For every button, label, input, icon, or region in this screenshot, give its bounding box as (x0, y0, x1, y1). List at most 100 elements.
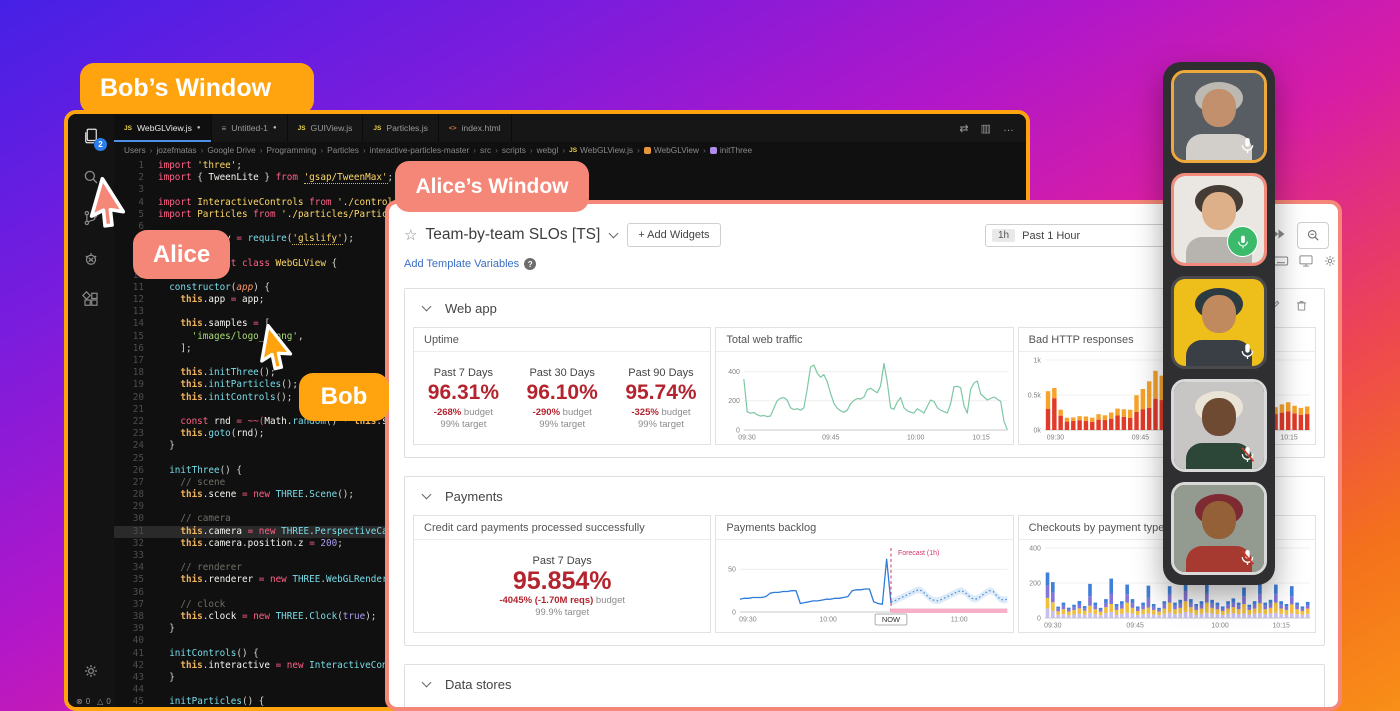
line-content (144, 635, 158, 647)
editor-tab-GUIView.js[interactable]: JS GUIView.js (287, 114, 364, 142)
extensions-icon[interactable] (81, 290, 101, 310)
tab-label: WebGLView.js (136, 123, 192, 133)
widget-total-web-traffic[interactable]: Total web traffic 0 200 400 09:30 09:45 10:00… (715, 327, 1014, 445)
breadcrumb-item[interactable]: jozefmatas (156, 145, 197, 155)
line-content (144, 587, 158, 599)
line-content (144, 184, 158, 196)
avatar-shoulders (1186, 546, 1252, 572)
explorer-icon[interactable]: 2 (81, 126, 107, 151)
breadcrumb-item[interactable]: Particles (327, 145, 359, 155)
widget-title: Total web traffic (716, 328, 1013, 352)
code-line-41: 41 initControls() { (114, 648, 1026, 660)
line-content: initThree() { (169, 464, 242, 476)
bob-name-tag: Bob (299, 373, 389, 421)
window-edge-notch (389, 655, 394, 683)
line-number: 40 (132, 635, 144, 647)
section-data-stores: Data stores (404, 664, 1325, 707)
keyboard-shortcuts-icon[interactable] (1273, 254, 1289, 273)
code-line-18: 18 this.initThree(); (114, 367, 1026, 379)
slo-column: Past 30 Days 96.10% -290% budget 99% target (526, 366, 598, 430)
breadcrumb-item[interactable]: Programming (266, 145, 317, 155)
mic-icon[interactable] (1238, 342, 1257, 361)
widget-payments-backlog[interactable]: Payments backlog 0 50 09:30 10:00 11:00 Forec… (715, 515, 1014, 633)
line-content (144, 306, 158, 318)
breadcrumb[interactable]: Users › jozefmatas › Google Drive › Programmin… (114, 142, 1026, 158)
zoom-out-button[interactable] (1297, 222, 1329, 249)
line-content: import { TweenLite } from 'gsap/TweenMax… (158, 172, 394, 185)
breadcrumb-item[interactable]: WebGLView.js (580, 145, 634, 155)
delete-trash-icon[interactable] (1295, 299, 1308, 317)
search-icon[interactable] (81, 167, 101, 187)
section-collapse-icon[interactable] (421, 489, 432, 499)
line-number: 23 (132, 428, 144, 440)
breadcrumb-item[interactable]: interactive-particles-master (369, 145, 470, 155)
avatar-shoulders (1186, 443, 1252, 469)
video-tile-bob[interactable] (1171, 70, 1267, 163)
line-content (144, 684, 158, 696)
line-number: 19 (132, 379, 144, 391)
line-content: this.camera = new THREE.PerspectiveCamer… (180, 525, 415, 537)
video-call-strip (1163, 62, 1275, 585)
line-number: 26 (132, 464, 144, 476)
code-line-25: 25 (114, 453, 1026, 465)
video-tile-alice[interactable] (1171, 173, 1267, 266)
more-actions-icon[interactable]: … (1003, 122, 1014, 134)
section-collapse-icon[interactable] (421, 301, 432, 311)
line-number: 6 (138, 220, 144, 232)
code-line-39: 39 } (114, 623, 1026, 635)
line-content: this.initControls(); (180, 391, 293, 403)
title-chevron-down-icon[interactable] (608, 228, 619, 238)
breadcrumb-item[interactable]: Google Drive (207, 145, 256, 155)
slo-column: Past 7 Days 96.31% -268% budget 99% target (427, 366, 499, 430)
tv-mode-icon[interactable] (1298, 254, 1314, 273)
add-template-variables-link[interactable]: Add Template Variables (404, 258, 520, 270)
toggle-changes-icon[interactable]: ⇄ (959, 122, 969, 135)
avatar-face (1202, 89, 1236, 127)
line-content: this.samples = [ (180, 318, 270, 330)
video-tile-guest-3[interactable] (1171, 482, 1267, 575)
line-number: 43 (132, 671, 144, 683)
breadcrumb-item[interactable]: Users (124, 145, 146, 155)
editor-tab-Untitled-1[interactable]: ≡ Untitled-1 ● (211, 114, 288, 142)
editor-tab-index.html[interactable]: <> index.html (438, 114, 512, 142)
line-content (144, 501, 158, 513)
widget-uptime[interactable]: Uptime Past 7 Days 96.31% -268% budget 99% … (413, 327, 712, 445)
widget-credit-card-slo[interactable]: Credit card payments processed successfu… (413, 515, 712, 633)
breadcrumb-item[interactable]: WebGLView (653, 145, 700, 155)
manage-gear-icon[interactable] (81, 661, 101, 681)
breadcrumb-item[interactable]: webgl (536, 145, 559, 155)
video-tile-guest-2[interactable] (1171, 379, 1267, 472)
avatar-face (1202, 295, 1236, 333)
problems-status[interactable]: ⊗ 0 △ 0 (76, 697, 111, 706)
mic-muted-icon[interactable] (1238, 445, 1257, 464)
avatar-face (1202, 501, 1236, 539)
run-debug-icon[interactable] (81, 249, 101, 269)
breadcrumb-item[interactable]: initThree (719, 145, 753, 155)
code-line-44: 44 (114, 684, 1026, 696)
line-content: this.camera.position.z = 200; (180, 537, 343, 549)
breadcrumb-item[interactable]: scripts (501, 145, 526, 155)
widget-title: Uptime (414, 328, 711, 352)
svg-text:200: 200 (729, 398, 741, 405)
code-line-13: 13 (114, 306, 1026, 318)
add-widgets-button[interactable]: + Add Widgets (627, 223, 721, 247)
breadcrumb-item[interactable]: src (480, 145, 492, 155)
js-file-icon: JS (373, 124, 382, 132)
line-content: 'images/logo_2.png', (191, 330, 304, 342)
participant-video (1174, 73, 1264, 160)
help-icon[interactable]: ? (524, 258, 537, 270)
section-collapse-icon[interactable] (421, 677, 432, 687)
code-line-27: 27 // scene (114, 477, 1026, 489)
mic-muted-icon[interactable] (1238, 548, 1257, 567)
favorite-star-icon[interactable]: ☆ (404, 227, 418, 244)
fast-forward-icon[interactable] (1271, 227, 1286, 245)
split-editor-icon[interactable]: ▥ (980, 122, 991, 135)
video-tile-guest-1[interactable] (1171, 276, 1267, 369)
editor-tab-Particles.js[interactable]: JS Particles.js (363, 114, 439, 142)
settings-gear-icon[interactable] (1323, 254, 1337, 273)
editor-tab-WebGLView.js[interactable]: JS WebGLView.js ● (114, 114, 212, 142)
svg-text:09:30: 09:30 (1044, 622, 1062, 629)
mic-on-badge[interactable] (1227, 226, 1258, 257)
mic-icon[interactable] (1238, 136, 1257, 155)
